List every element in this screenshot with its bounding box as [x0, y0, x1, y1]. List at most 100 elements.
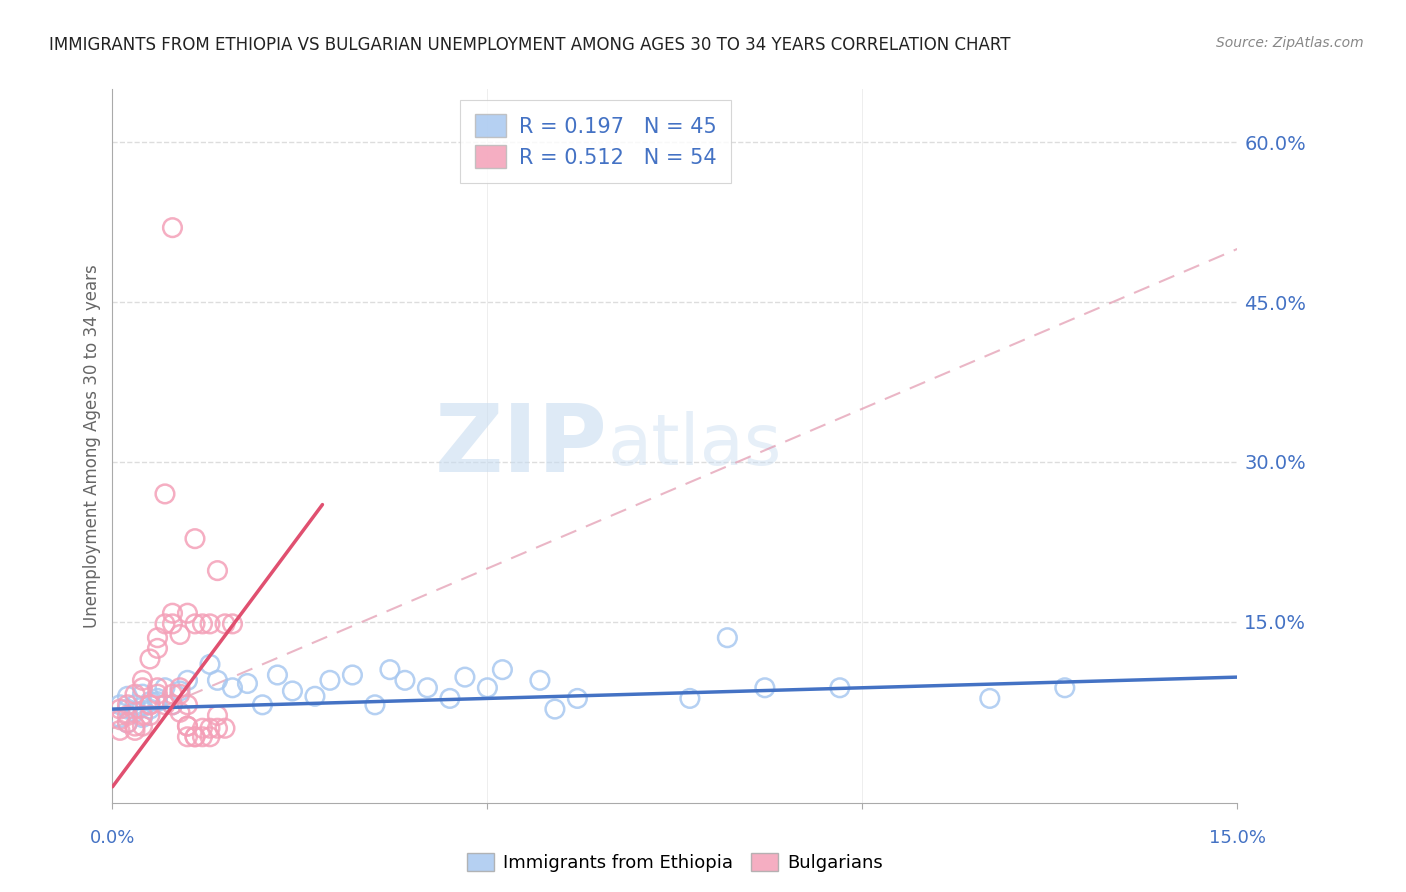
- Point: [214, 721, 236, 735]
- Point: [979, 691, 1001, 706]
- Point: [176, 698, 198, 712]
- Text: ZIP: ZIP: [434, 400, 607, 492]
- Text: IMMIGRANTS FROM ETHIOPIA VS BULGARIAN UNEMPLOYMENT AMONG AGES 30 TO 34 YEARS COR: IMMIGRANTS FROM ETHIOPIA VS BULGARIAN UN…: [49, 36, 1011, 54]
- Point: [828, 681, 851, 695]
- Point: [221, 616, 243, 631]
- Point: [162, 616, 184, 631]
- Point: [252, 698, 274, 712]
- Legend: R = 0.197   N = 45, R = 0.512   N = 54: R = 0.197 N = 45, R = 0.512 N = 54: [460, 100, 731, 183]
- Point: [131, 710, 153, 724]
- Point: [131, 687, 153, 701]
- Point: [117, 715, 139, 730]
- Point: [207, 564, 229, 578]
- Point: [198, 657, 221, 672]
- Point: [198, 616, 221, 631]
- Point: [198, 721, 221, 735]
- Point: [139, 702, 162, 716]
- Text: Source: ZipAtlas.com: Source: ZipAtlas.com: [1216, 36, 1364, 50]
- Y-axis label: Unemployment Among Ages 30 to 34 years: Unemployment Among Ages 30 to 34 years: [83, 264, 101, 628]
- Point: [162, 698, 184, 712]
- Point: [266, 668, 288, 682]
- Point: [416, 681, 439, 695]
- Point: [153, 681, 176, 695]
- Point: [169, 627, 191, 641]
- Text: 0.0%: 0.0%: [90, 829, 135, 847]
- Point: [117, 708, 139, 723]
- Point: [184, 730, 207, 744]
- Point: [364, 698, 387, 712]
- Point: [191, 616, 214, 631]
- Text: 15.0%: 15.0%: [1209, 829, 1265, 847]
- Point: [108, 723, 131, 738]
- Point: [184, 616, 207, 631]
- Point: [131, 719, 153, 733]
- Point: [176, 606, 198, 620]
- Point: [146, 631, 169, 645]
- Point: [207, 721, 229, 735]
- Point: [139, 708, 162, 723]
- Point: [454, 670, 477, 684]
- Point: [146, 695, 169, 709]
- Point: [139, 698, 162, 712]
- Point: [117, 715, 139, 730]
- Point: [491, 663, 513, 677]
- Point: [117, 698, 139, 712]
- Point: [169, 684, 191, 698]
- Point: [191, 721, 214, 735]
- Point: [567, 691, 589, 706]
- Point: [281, 684, 304, 698]
- Point: [153, 487, 176, 501]
- Point: [139, 698, 162, 712]
- Point: [1053, 681, 1076, 695]
- Point: [153, 616, 176, 631]
- Point: [184, 730, 207, 744]
- Point: [146, 641, 169, 656]
- Point: [529, 673, 551, 688]
- Point: [394, 673, 416, 688]
- Point: [146, 681, 169, 695]
- Point: [176, 673, 198, 688]
- Point: [716, 631, 738, 645]
- Point: [214, 616, 236, 631]
- Point: [162, 220, 184, 235]
- Point: [146, 691, 169, 706]
- Point: [131, 673, 153, 688]
- Point: [439, 691, 461, 706]
- Point: [108, 702, 131, 716]
- Point: [477, 681, 499, 695]
- Point: [131, 700, 153, 714]
- Point: [754, 681, 776, 695]
- Point: [162, 698, 184, 712]
- Point: [146, 687, 169, 701]
- Point: [378, 663, 401, 677]
- Point: [176, 719, 198, 733]
- Point: [108, 713, 131, 727]
- Point: [124, 719, 146, 733]
- Point: [124, 706, 146, 720]
- Point: [131, 708, 153, 723]
- Point: [319, 673, 342, 688]
- Point: [342, 668, 364, 682]
- Point: [131, 681, 153, 695]
- Point: [169, 681, 191, 695]
- Point: [304, 690, 326, 704]
- Point: [191, 730, 214, 744]
- Point: [162, 606, 184, 620]
- Point: [117, 690, 139, 704]
- Point: [184, 532, 207, 546]
- Point: [162, 687, 184, 701]
- Point: [679, 691, 702, 706]
- Point: [153, 698, 176, 712]
- Point: [124, 723, 146, 738]
- Point: [117, 702, 139, 716]
- Point: [108, 710, 131, 724]
- Point: [207, 708, 229, 723]
- Point: [176, 730, 198, 744]
- Point: [207, 673, 229, 688]
- Point: [169, 706, 191, 720]
- Point: [221, 681, 243, 695]
- Point: [108, 698, 131, 712]
- Point: [169, 687, 191, 701]
- Point: [236, 676, 259, 690]
- Point: [198, 730, 221, 744]
